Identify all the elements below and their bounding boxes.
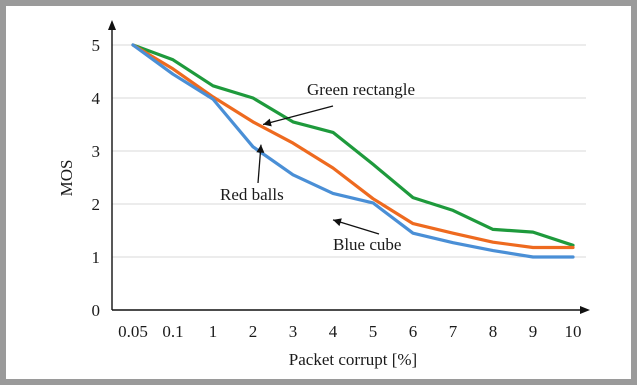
y-tick-label: 0 [92,301,101,320]
x-tick-label: 7 [449,322,458,341]
series-line-red-balls [131,43,575,250]
x-tick-label: 0.1 [162,322,183,341]
x-tick-label: 2 [249,322,258,341]
axes [108,20,590,314]
series-line-green-rectangle [131,43,575,247]
y-tick-label: 4 [92,89,101,108]
x-tick-label: 10 [565,322,582,341]
y-tick-label: 1 [92,248,101,267]
y-tick-label: 5 [92,36,101,55]
annotation-arrow-line [332,219,380,235]
x-tick-label: 1 [209,322,218,341]
grid-lines [112,44,586,258]
y-tick-label: 3 [92,142,101,161]
x-tick-label: 0.05 [118,322,148,341]
x-axis-arrow [580,306,590,314]
annotation-label: Green rectangle [307,80,415,99]
annotation-arrow-head [256,144,265,153]
annotation-arrow-head [333,218,342,227]
x-tick-label: 4 [329,322,338,341]
series-line-blue-cube [131,43,575,259]
annotation-arrow-line [262,105,334,126]
x-tick-label: 9 [529,322,538,341]
x-tick-labels: 0.05 0.1 1 2 3 4 5 6 7 8 9 10 [118,322,581,341]
annotation-label: Blue cube [333,235,401,254]
annotation-label: Red balls [220,185,284,204]
x-axis-label: Packet corrupt [%] [289,350,417,369]
y-tick-labels: 0 1 2 3 4 5 [92,36,101,320]
x-tick-label: 3 [289,322,298,341]
x-tick-label: 5 [369,322,378,341]
series-lines [131,43,575,259]
y-tick-label: 2 [92,195,101,214]
annotation-arrow-head [263,118,272,127]
annotations: Green rectangle Red balls Blue cube [220,80,415,254]
x-tick-label: 8 [489,322,498,341]
y-axis-label: MOS [57,160,76,197]
y-axis-arrow [108,20,116,30]
x-tick-label: 6 [409,322,418,341]
